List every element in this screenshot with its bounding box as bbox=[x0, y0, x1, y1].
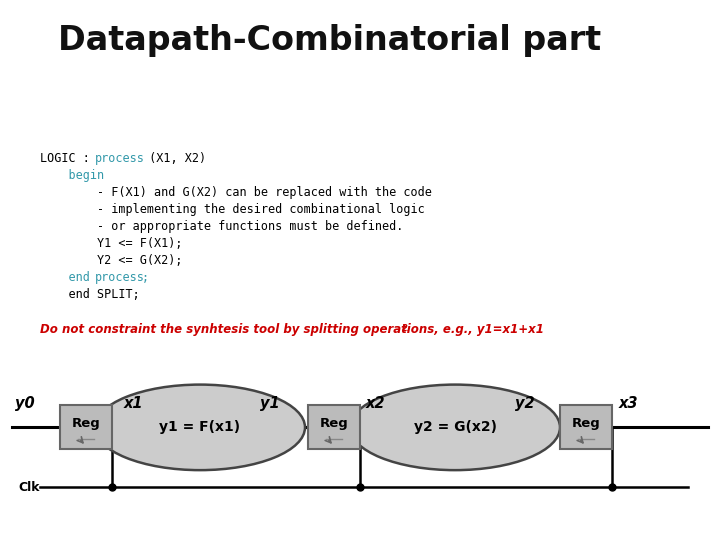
Text: x3: x3 bbox=[618, 396, 638, 411]
Text: end: end bbox=[40, 271, 97, 284]
Text: begin: begin bbox=[40, 169, 104, 182]
Text: LOGIC :: LOGIC : bbox=[40, 152, 97, 165]
Text: y1: y1 bbox=[260, 396, 280, 411]
Text: 2.: 2. bbox=[402, 324, 411, 333]
Text: VHDL IV: VHDL IV bbox=[671, 522, 706, 530]
Text: - F(X1) and G(X2) can be replaced with the code: - F(X1) and G(X2) can be replaced with t… bbox=[40, 186, 432, 199]
Text: process: process bbox=[94, 152, 144, 165]
Text: - or appropriate functions must be defined.: - or appropriate functions must be defin… bbox=[40, 220, 403, 233]
Text: Reg: Reg bbox=[320, 417, 348, 430]
Bar bbox=[560, 406, 612, 449]
Text: y0: y0 bbox=[15, 396, 35, 411]
Text: process: process bbox=[94, 271, 144, 284]
Text: Datapath-Combinatorial part: Datapath-Combinatorial part bbox=[58, 24, 600, 57]
Text: y1 = F(x1): y1 = F(x1) bbox=[159, 420, 240, 434]
Ellipse shape bbox=[95, 384, 305, 470]
Text: end SPLIT;: end SPLIT; bbox=[40, 288, 140, 301]
Bar bbox=[60, 406, 112, 449]
Text: y2: y2 bbox=[516, 396, 535, 411]
Text: Y2 <= G(X2);: Y2 <= G(X2); bbox=[40, 254, 182, 267]
Text: x1: x1 bbox=[123, 396, 143, 411]
Text: Reg: Reg bbox=[572, 417, 600, 430]
Text: Clk: Clk bbox=[18, 481, 40, 494]
Bar bbox=[308, 406, 360, 449]
Text: - implementing the desired combinational logic: - implementing the desired combinational… bbox=[40, 203, 425, 216]
Text: Joachim Rodrigues, EIT, LTH, Introduction to Structured VLSI Design: Joachim Rodrigues, EIT, LTH, Introductio… bbox=[14, 522, 305, 530]
Text: y2 = G(x2): y2 = G(x2) bbox=[413, 420, 497, 434]
Text: (X1, X2): (X1, X2) bbox=[142, 152, 206, 165]
Text: Reg: Reg bbox=[71, 417, 100, 430]
Text: Y1 <= F(X1);: Y1 <= F(X1); bbox=[40, 237, 182, 250]
Ellipse shape bbox=[350, 384, 560, 470]
Text: Do not constraint the synhtesis tool by splitting operations, e.g., y1=x1+x1: Do not constraint the synhtesis tool by … bbox=[40, 323, 544, 336]
Text: jrs@eit.lth.se: jrs@eit.lth.se bbox=[332, 522, 388, 530]
Text: x2: x2 bbox=[365, 396, 384, 411]
Text: ;: ; bbox=[142, 271, 149, 284]
